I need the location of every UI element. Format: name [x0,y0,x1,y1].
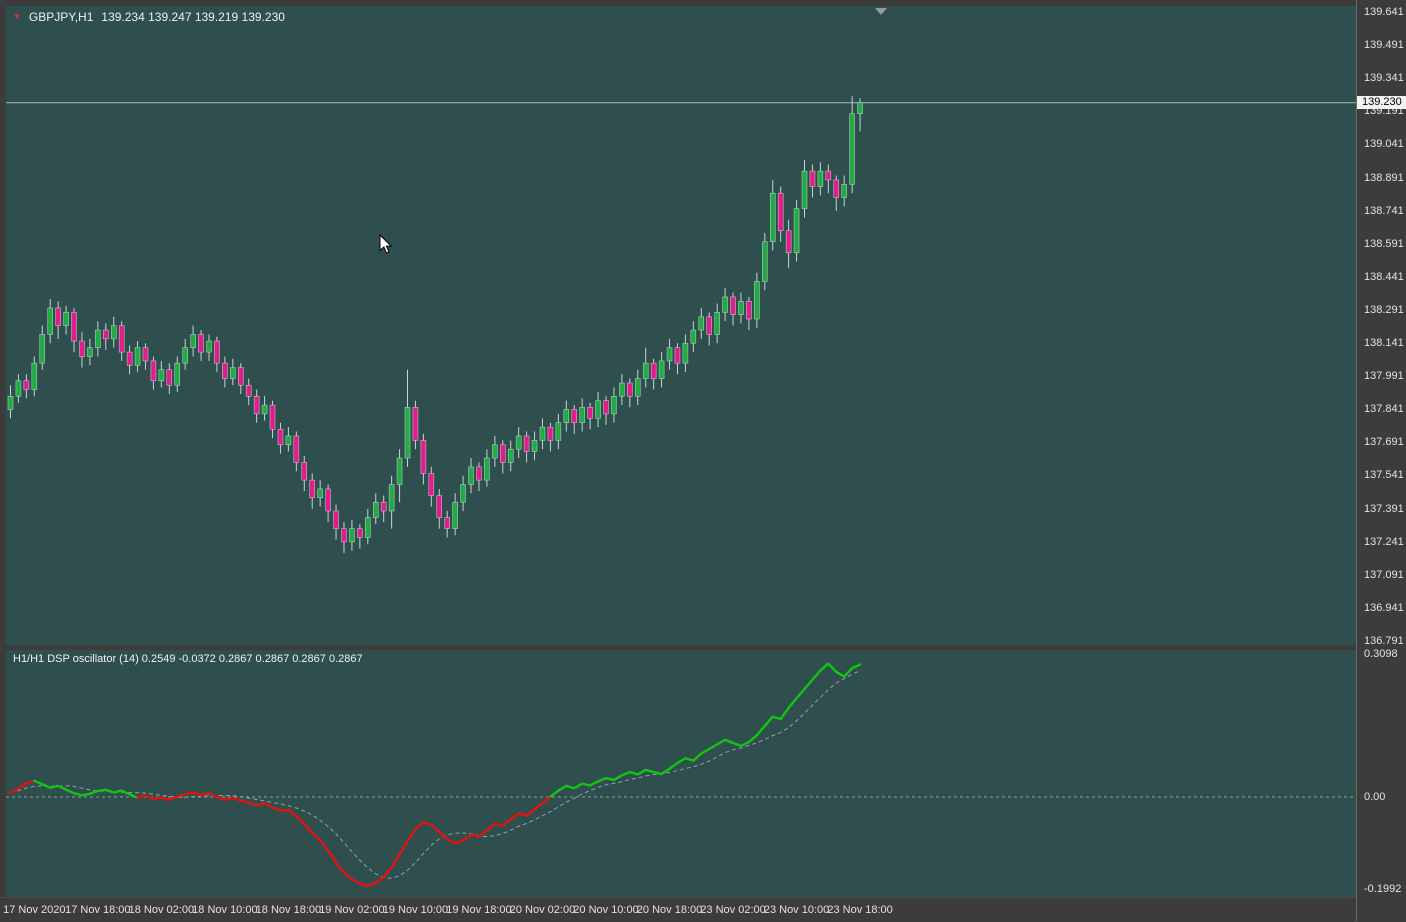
price-tick-label: 0.3098 [1364,648,1398,660]
price-tick-label: 137.541 [1364,469,1404,482]
time-tick-label: 19 Nov 18:00 [446,904,512,916]
symbol-label: GBPJPY,H1 [28,10,94,24]
time-tick-label: 17 Nov 2020 [3,904,66,916]
mouse-cursor [379,234,393,254]
price-tick-label: 139.491 [1364,39,1404,52]
quote-ohlc: 139.234 139.247 139.219 139.230 [101,10,285,24]
time-tick-label: 18 Nov 10:00 [192,904,258,916]
oscillator-pane[interactable]: H1/H1 DSP oscillator (14) 0.2549 -0.0372… [6,650,1356,897]
price-tick-label: 139.041 [1364,138,1404,151]
price-tick-label: 138.591 [1364,237,1404,250]
oscillator-canvas [6,662,1356,887]
price-tick-label: -0.1992 [1364,883,1402,895]
time-tick-label: 19 Nov 02:00 [319,904,385,916]
time-tick-label: 23 Nov 10:00 [763,904,830,916]
price-tick-label: 138.891 [1364,171,1404,184]
price-tick-label: 138.741 [1364,204,1404,217]
oscillator-line-up [549,662,862,798]
price-tick-label: 137.391 [1364,502,1404,515]
time-tick-label: 18 Nov 18:00 [255,904,322,916]
time-axis[interactable]: 17 Nov 2020 17 Nov 18:00 18 Nov 02:00 18 No… [0,897,1356,922]
oscillator-signal-line [10,670,861,879]
main-chart[interactable]: ▼ GBPJPY,H1 139.234 139.247 139.219 139.… [6,6,1356,645]
time-tick-label: 23 Nov 18:00 [827,904,893,916]
symbol-dropdown-icon[interactable]: ▼ [13,12,21,21]
time-tick-label: 23 Nov 02:00 [700,904,766,916]
price-tick-label: 136.791 [1364,635,1404,647]
oscillator-line-down [136,791,552,887]
price-tick-label: 139.641 [1364,6,1404,18]
oscillator-line-down [9,779,36,794]
price-tick-label: 137.991 [1364,370,1404,383]
price-tick-label: 137.091 [1364,568,1404,581]
price-tick-label: 136.941 [1364,601,1404,614]
time-tick-label: 20 Nov 10:00 [573,904,639,916]
chart-shift-marker [875,8,887,15]
price-tick-label: 139.341 [1364,72,1404,85]
price-tick-label: 138.441 [1364,270,1404,283]
oscillator-title: H1/H1 DSP oscillator (14) 0.2549 -0.0372… [13,653,363,665]
candlestick-series [7,96,863,553]
time-tick-label: 20 Nov 02:00 [509,904,576,916]
price-axis[interactable]: 139.641 139.491 139.341 139.191 139.041 138.8… [1356,0,1406,921]
price-tick-label: 137.241 [1364,535,1404,548]
price-tick-label: 137.691 [1364,436,1404,449]
price-tick-label: 138.141 [1364,337,1404,350]
time-tick-label: 19 Nov 10:00 [382,904,449,916]
price-tick-label: 0.00 [1364,791,1386,804]
oscillator-line-up [33,779,139,800]
time-tick-label: 20 Nov 18:00 [636,904,703,916]
time-tick-label: 18 Nov 02:00 [128,904,195,916]
candlestick-canvas [6,8,1356,553]
price-tick-label: 138.291 [1364,303,1404,316]
bid-price-label: 139.230 [1357,95,1406,109]
time-tick-label: 17 Nov 18:00 [65,904,131,916]
symbol-header: ▼ GBPJPY,H1 139.234 139.247 139.219 139.… [13,10,285,24]
price-tick-label: 137.841 [1364,403,1404,416]
